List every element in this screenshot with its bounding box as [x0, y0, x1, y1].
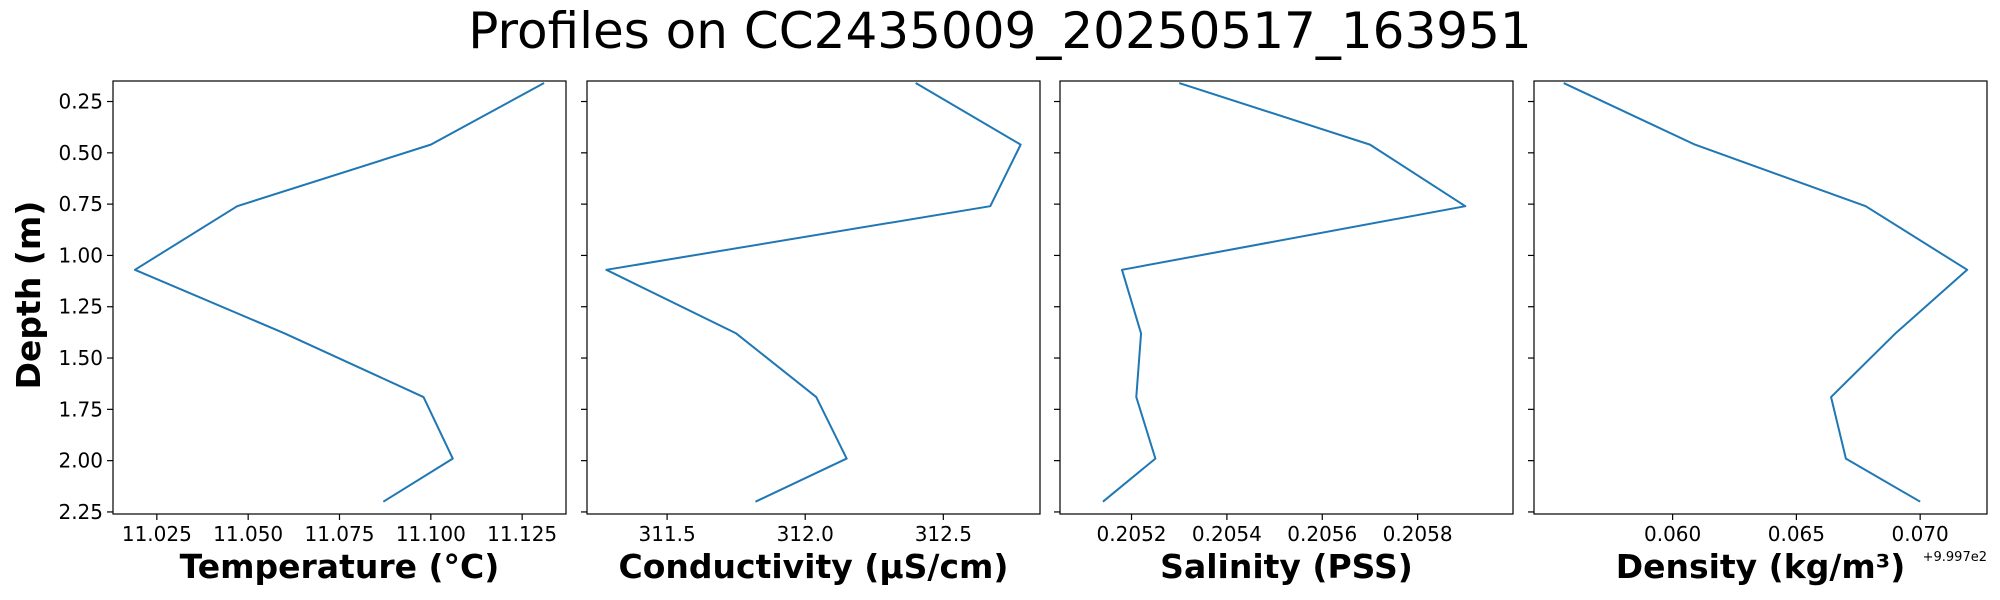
y-axis-title: Depth (m) [9, 201, 48, 390]
temperature-y-tick-label: 1.75 [58, 397, 103, 421]
salinity-series-line [1102, 82, 1467, 503]
conductivity-x-axis-title: Conductivity (µS/cm) [619, 547, 1009, 586]
temperature-y-tick-label: 1.25 [58, 295, 103, 319]
conductivity-x-tick-label: 312.0 [777, 522, 834, 546]
density-x-tick-label: 0.070 [1892, 522, 1949, 546]
temperature-y-tick-label: 0.75 [58, 192, 103, 216]
temperature-panel: 0.25 0.50 0.75 1.00 1.25 1.50 1.75 2.00 2.25 11.0… [58, 80, 567, 586]
temperature-y-tick-label: 2.00 [58, 449, 103, 473]
temperature-axes-frame [112, 80, 567, 515]
salinity-x-axis-title: Salinity (PSS) [1160, 547, 1413, 586]
salinity-x-tick-label: 0.2054 [1192, 522, 1262, 546]
salinity-x-tick-label: 0.2052 [1097, 522, 1167, 546]
temperature-x-tick-label: 11.075 [305, 522, 375, 546]
panels: 0.25 0.50 0.75 1.00 1.25 1.50 1.75 2.00 2.25 11.0… [58, 80, 1988, 586]
conductivity-x-tick-label: 312.5 [915, 522, 972, 546]
conductivity-x-tick-label: 311.5 [638, 522, 695, 546]
temperature-x-axis-title: Temperature (°C) [180, 547, 500, 586]
density-x-tick-label: 0.065 [1768, 522, 1825, 546]
temperature-y-tick-label: 0.25 [58, 90, 103, 114]
salinity-x-tick-label: 0.2056 [1287, 522, 1357, 546]
conductivity-axes-frame [586, 80, 1041, 515]
temperature-x-tick-label: 11.025 [122, 522, 192, 546]
temperature-x-tick-label: 11.100 [396, 522, 466, 546]
density-series-line [1563, 82, 1969, 503]
temperature-series-line [133, 82, 545, 503]
density-x-offset-label: +9.997e2 [1923, 550, 1987, 565]
conductivity-series-line [605, 82, 1022, 503]
figure-title: Profiles on CC2435009_20250517_163951 [468, 2, 1531, 60]
salinity-x-tick-label: 0.2058 [1383, 522, 1453, 546]
temperature-y-tick-label: 1.50 [58, 346, 103, 370]
density-axes-frame [1533, 80, 1988, 515]
temperature-y-tick-label: 0.50 [58, 141, 103, 165]
density-x-tick-label: 0.060 [1644, 522, 1701, 546]
temperature-y-tick-label: 1.00 [58, 243, 103, 267]
temperature-y-tick-label: 2.25 [58, 500, 103, 524]
temperature-x-tick-label: 11.050 [213, 522, 283, 546]
density-x-axis-title: Density (kg/m³) [1616, 547, 1906, 586]
temperature-x-tick-label: 11.125 [487, 522, 557, 546]
salinity-axes-frame [1059, 80, 1514, 515]
